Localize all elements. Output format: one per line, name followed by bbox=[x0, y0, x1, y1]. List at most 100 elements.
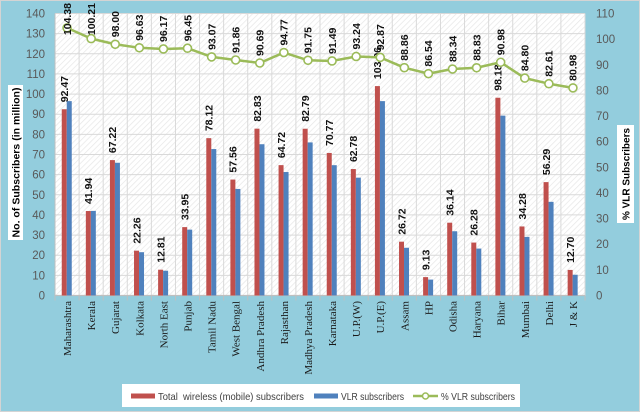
y-tick-label: 130 bbox=[26, 29, 45, 41]
bar-total-subscribers bbox=[447, 222, 453, 296]
y-tick-label: 120 bbox=[26, 49, 45, 61]
pct-vlr-marker bbox=[86, 33, 96, 44]
bar-total-subscribers bbox=[374, 86, 380, 296]
line-data-label: 84.80 bbox=[520, 45, 532, 71]
bar-vlr-subscribers bbox=[163, 270, 169, 296]
bar-data-label: 33.95 bbox=[180, 194, 192, 220]
category-label: Tamil Nadu bbox=[207, 301, 219, 354]
line-series bbox=[62, 23, 578, 93]
line-data-label: 100.21 bbox=[86, 3, 98, 35]
bar-vlr-subscribers bbox=[283, 172, 289, 296]
bar-data-label: 36.14 bbox=[445, 189, 457, 215]
y-axis-title: No. of Subscribers (in million) bbox=[8, 85, 23, 240]
line-data-label: 86.54 bbox=[423, 40, 435, 66]
category-label: HP bbox=[423, 301, 435, 315]
y2-tick-label: 100 bbox=[596, 34, 615, 46]
pct-vlr-marker bbox=[351, 51, 361, 62]
bar-data-label: 22.26 bbox=[131, 217, 143, 243]
bar-data-label: 70.77 bbox=[324, 120, 336, 146]
bar-total-subscribers bbox=[567, 269, 573, 296]
y-tick-label: 140 bbox=[26, 9, 45, 21]
pct-vlr-marker bbox=[158, 44, 169, 54]
bar-vlr-subscribers bbox=[259, 144, 265, 296]
line-data-label: 82.61 bbox=[544, 50, 556, 76]
bar-data-label: 78.12 bbox=[204, 105, 216, 131]
line-data-labels: 104.38 100.21 98.00 96.63 96.17 96.45 93.07 91.… bbox=[62, 3, 580, 81]
bar-total-subscribers bbox=[254, 128, 260, 296]
bar-vlr-subscribers bbox=[548, 201, 554, 296]
bar-total-subscribers bbox=[495, 97, 501, 296]
category-label: Rajasthan bbox=[279, 301, 291, 345]
line-data-label: 80.98 bbox=[568, 54, 580, 80]
y-tick-label: 0 bbox=[39, 291, 45, 303]
line-data-label: 104.38 bbox=[62, 3, 74, 35]
line-data-label: 91.86 bbox=[230, 27, 242, 53]
y-tick-label: 80 bbox=[32, 129, 45, 141]
pct-vlr-marker bbox=[206, 52, 217, 62]
bar-vlr-subscribers bbox=[500, 115, 506, 296]
category-label: Andhra Pradesh bbox=[255, 301, 267, 372]
pct-vlr-marker bbox=[279, 47, 289, 58]
bar-total-subscribers bbox=[423, 277, 429, 296]
pct-vlr-marker bbox=[182, 43, 193, 54]
bar-total-subscribers bbox=[85, 211, 91, 296]
bar-series bbox=[61, 86, 578, 296]
y-tick-label: 10 bbox=[32, 270, 45, 282]
pct-vlr-marker bbox=[471, 62, 482, 73]
category-label: Delhi bbox=[544, 301, 556, 325]
bar-data-label: 103.96 bbox=[372, 47, 384, 79]
category-label: Karnataka bbox=[327, 301, 339, 346]
bar-total-subscribers bbox=[158, 269, 164, 296]
pct-vlr-marker bbox=[544, 78, 554, 89]
pct-vlr-marker bbox=[375, 52, 386, 63]
pct-vlr-marker bbox=[254, 58, 265, 68]
line-data-label: 98.00 bbox=[110, 11, 122, 37]
y2-tick-label: 110 bbox=[596, 9, 614, 21]
y-axis-title-text: No. of Subscribers (in million) bbox=[11, 88, 23, 238]
y2-axis-title-text: % VLR Subscribers bbox=[621, 128, 633, 220]
pct-vlr-marker bbox=[327, 56, 337, 66]
y-tick-label: 90 bbox=[32, 109, 45, 121]
line-data-label: 92.87 bbox=[375, 24, 387, 50]
pct-vlr-marker bbox=[134, 42, 145, 53]
pct-vlr-marker bbox=[423, 68, 434, 79]
category-label: North East bbox=[158, 301, 170, 348]
bar-vlr-subscribers bbox=[90, 210, 96, 296]
y-axis-left-ticks: 0 10 20 30 40 50 60 70 80 90 100 110 120 130 140 bbox=[26, 9, 45, 303]
bar-total-subscribers bbox=[350, 169, 356, 296]
bar-vlr-subscribers bbox=[355, 177, 361, 296]
line-data-label: 90.98 bbox=[495, 29, 507, 55]
y-axis-title-box bbox=[8, 85, 23, 240]
y2-axis-title-box bbox=[617, 125, 634, 223]
legend-label-vlr: VLR subscribers bbox=[341, 391, 404, 403]
bar-data-label: 26.28 bbox=[469, 209, 481, 235]
y-tick-label: 100 bbox=[26, 89, 45, 101]
bar-data-label: 12.70 bbox=[565, 236, 577, 262]
bar-vlr-subscribers bbox=[66, 101, 72, 296]
y2-tick-label: 70 bbox=[596, 111, 609, 123]
y2-tick-label: 0 bbox=[596, 291, 602, 303]
bar-data-label: 82.83 bbox=[252, 95, 264, 121]
pct-vlr-line bbox=[66, 26, 574, 90]
bar-data-label: 34.28 bbox=[517, 193, 529, 219]
y-axis-right-ticks: 0 10 20 30 40 50 60 70 80 90 100 110 bbox=[596, 9, 615, 303]
line-data-label: 93.07 bbox=[206, 23, 218, 49]
pct-vlr-marker bbox=[447, 64, 458, 74]
line-data-label: 96.45 bbox=[182, 15, 194, 41]
bar-vlr-subscribers bbox=[379, 101, 385, 296]
bar-vlr-subscribers bbox=[139, 252, 145, 296]
bar-vlr-subscribers bbox=[524, 236, 530, 296]
bar-total-subscribers bbox=[61, 109, 67, 296]
legend-swatch-total bbox=[131, 393, 155, 399]
y2-tick-label: 20 bbox=[596, 239, 609, 251]
bar-data-label: 82.79 bbox=[300, 95, 312, 121]
bar-total-subscribers bbox=[471, 242, 477, 296]
pct-vlr-marker bbox=[399, 62, 410, 73]
category-label: U.P.(W) bbox=[351, 301, 363, 337]
line-data-label: 90.69 bbox=[255, 30, 267, 56]
category-label: Maharashtra bbox=[62, 301, 74, 356]
bar-total-subscribers bbox=[109, 160, 115, 296]
category-label: Bihar bbox=[496, 301, 508, 326]
pct-vlr-marker bbox=[62, 23, 72, 33]
